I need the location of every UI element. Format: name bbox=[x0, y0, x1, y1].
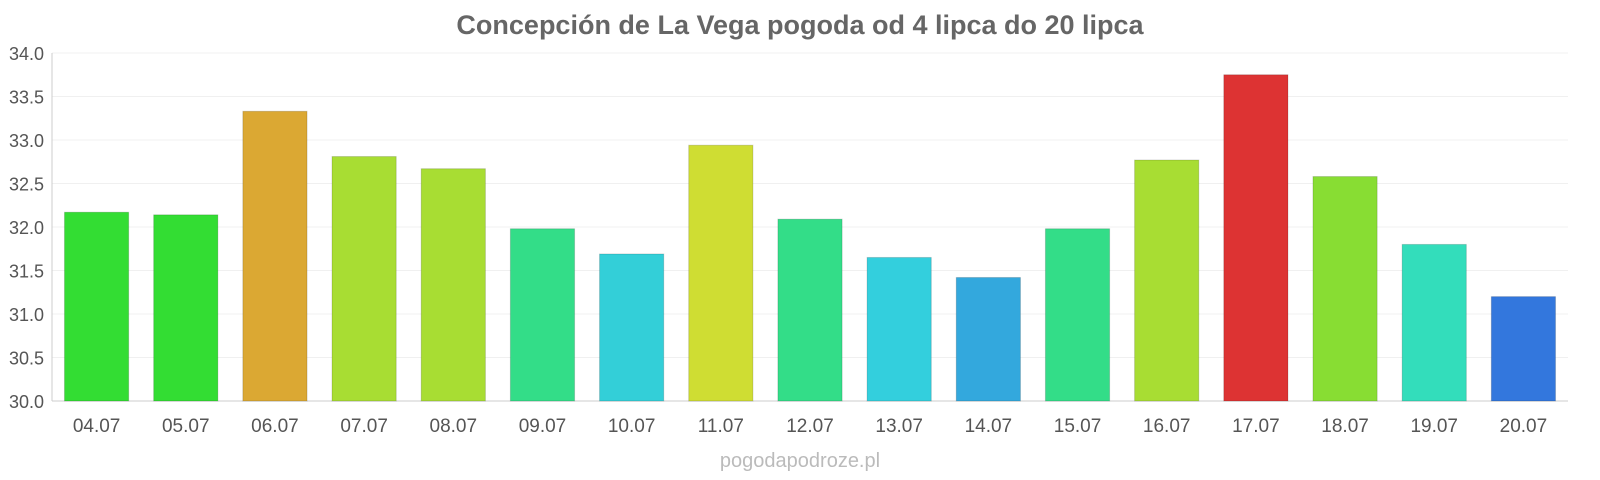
bar-11.07 bbox=[688, 144, 754, 402]
bar-09.07 bbox=[509, 228, 576, 402]
bars bbox=[63, 74, 1557, 402]
y-tick-label: 32.5 bbox=[9, 175, 44, 195]
y-tick-label: 34.0 bbox=[9, 44, 44, 64]
x-tick-label: 07.07 bbox=[340, 416, 388, 437]
y-tick-label: 30.5 bbox=[9, 349, 44, 369]
x-tick-label: 04.07 bbox=[73, 416, 121, 437]
x-tick-labels: 04.07 05.07 06.07 07.07 08.07 09.07 10.07 11.07… bbox=[73, 416, 1547, 437]
bar-16.07 bbox=[1134, 159, 1200, 402]
bar-19.07 bbox=[1401, 243, 1467, 402]
bar-18.07 bbox=[1312, 176, 1378, 402]
bar-05.07 bbox=[153, 214, 219, 402]
bar-14.07 bbox=[955, 276, 1021, 402]
bar-07.07 bbox=[331, 156, 397, 402]
bar-04.07 bbox=[63, 211, 130, 402]
bar-17.07 bbox=[1223, 74, 1289, 402]
y-tick-labels: 30.0 30.5 31.0 31.5 32.0 32.5 33.0 33.5 34.0 bbox=[9, 44, 44, 412]
y-tick-label: 33.5 bbox=[9, 88, 44, 108]
x-tick-label: 11.07 bbox=[698, 416, 744, 437]
x-tick-label: 10.07 bbox=[608, 416, 656, 437]
bar-13.07 bbox=[866, 256, 932, 402]
x-tick-label: 13.07 bbox=[875, 416, 923, 437]
bar-10.07 bbox=[599, 253, 665, 402]
x-tick-label: 09.07 bbox=[519, 416, 567, 437]
x-tick-label: 12.07 bbox=[786, 416, 834, 437]
bar-08.07 bbox=[420, 168, 486, 402]
chart-title: Concepción de La Vega pogoda od 4 lipca … bbox=[456, 10, 1144, 40]
x-tick-label: 14.07 bbox=[965, 416, 1013, 437]
watermark: pogodapodroze.pl bbox=[719, 450, 881, 472]
x-tick-label: 15.07 bbox=[1054, 416, 1102, 437]
x-tick-label: 17.07 bbox=[1232, 416, 1280, 437]
bar-12.07 bbox=[777, 218, 843, 402]
x-tick-label: 18.07 bbox=[1321, 416, 1369, 437]
x-tick-label: 19.07 bbox=[1410, 416, 1458, 437]
x-tick-label: 16.07 bbox=[1143, 416, 1191, 437]
bar-15.07 bbox=[1044, 228, 1111, 402]
y-tick-label: 31.5 bbox=[9, 262, 44, 282]
x-tick-label: 20.07 bbox=[1500, 416, 1548, 437]
bar-20.07 bbox=[1490, 296, 1557, 402]
y-tick-label: 33.0 bbox=[9, 131, 44, 151]
x-tick-label: 06.07 bbox=[251, 416, 299, 437]
y-tick-label: 32.0 bbox=[9, 218, 44, 238]
y-tick-label: 30.0 bbox=[9, 392, 44, 412]
x-tick-label: 08.07 bbox=[430, 416, 478, 437]
y-tick-label: 31.0 bbox=[9, 305, 44, 325]
bar-06.07 bbox=[242, 110, 308, 402]
x-tick-label: 05.07 bbox=[162, 416, 210, 437]
